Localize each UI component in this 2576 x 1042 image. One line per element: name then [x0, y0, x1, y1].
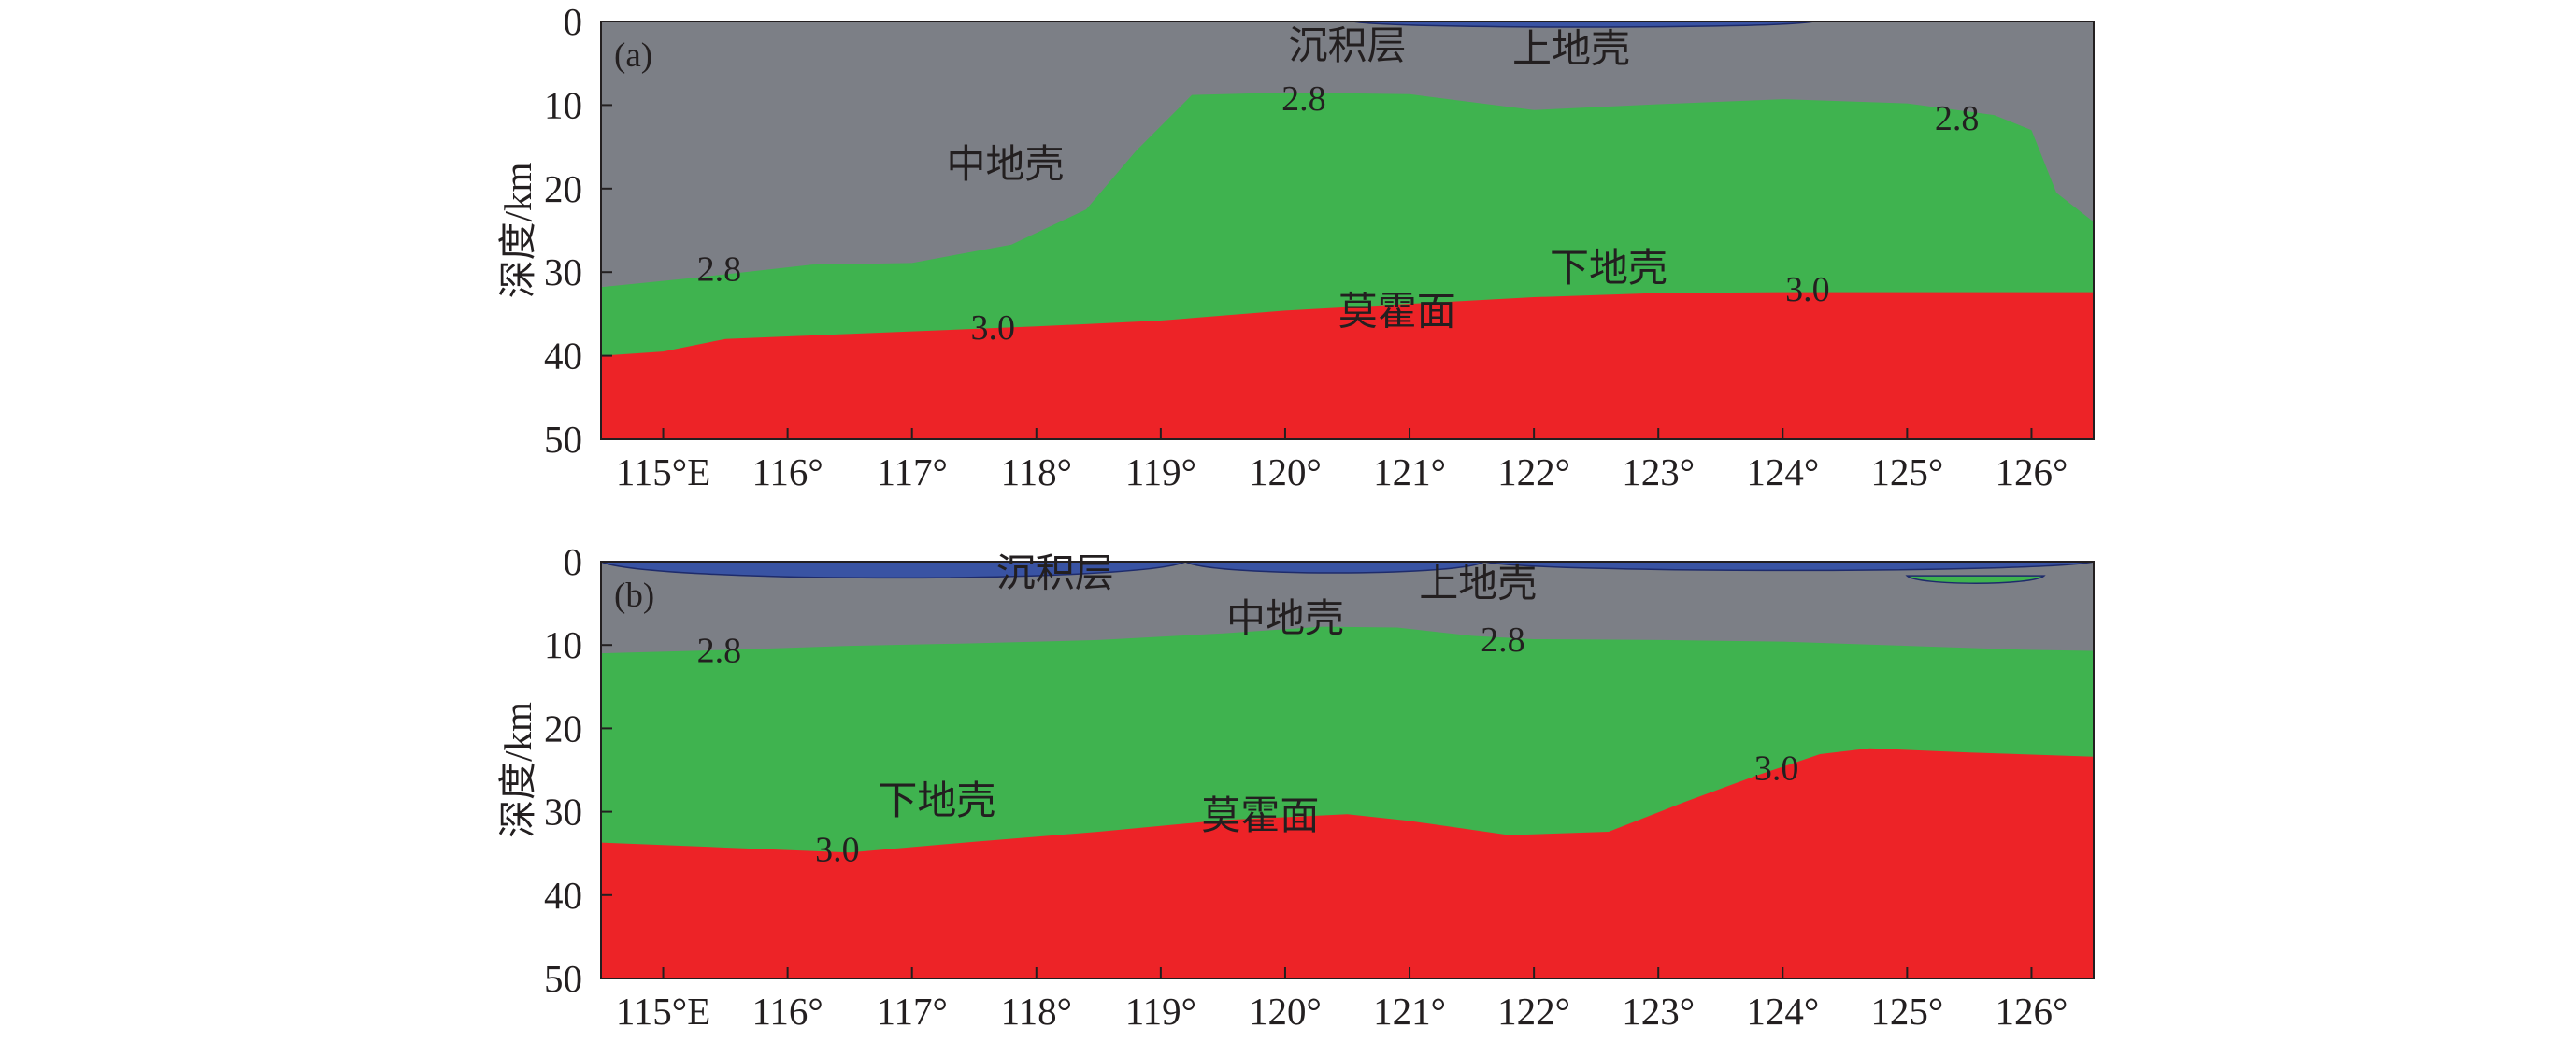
- x-tick-label: 116°: [751, 450, 823, 493]
- plot-fills: [601, 562, 2094, 978]
- contour-label: 3.0: [1754, 749, 1799, 788]
- layer-label: 沉积层: [1288, 25, 1406, 68]
- x-tick-label: 125°: [1870, 990, 1943, 1033]
- y-tick-label: 50: [544, 418, 582, 461]
- x-tick-label: 122°: [1497, 450, 1570, 493]
- x-tick-label: 123°: [1622, 990, 1695, 1033]
- layer-label: 上地壳: [1419, 563, 1537, 606]
- layer-label: 下地壳: [1550, 248, 1667, 291]
- plot-fills: [601, 21, 2094, 439]
- x-tick-label: 121°: [1373, 990, 1446, 1033]
- y-tick-label: 20: [544, 707, 582, 749]
- axes-frame: [600, 21, 2095, 440]
- x-tick-label: 121°: [1373, 450, 1446, 493]
- panel-label: (b): [614, 577, 654, 615]
- x-tick-label: 119°: [1125, 450, 1196, 493]
- layer-label: 莫霍面: [1201, 795, 1319, 838]
- axes-frame: [600, 561, 2095, 979]
- x-tick-label: 120°: [1249, 990, 1322, 1033]
- y-tick-label: 10: [544, 83, 582, 126]
- x-tick-label: 119°: [1125, 990, 1196, 1033]
- y-tick-label: 0: [564, 0, 583, 43]
- x-tick-label: 115°E: [616, 990, 710, 1033]
- x-tick-label: 116°: [751, 990, 823, 1033]
- y-axis-label: 深度/km: [496, 163, 539, 299]
- panel-0: 115°E 116° 117° 118° 119° 120° 121° 122° 123° 124…: [496, 0, 2095, 493]
- sediment-lens: [1353, 21, 1814, 28]
- panel-label: (a): [614, 36, 652, 75]
- x-tick-label: 126°: [1996, 450, 2068, 493]
- y-axis-label: 深度/km: [496, 702, 539, 838]
- layer-label: 莫霍面: [1338, 291, 1456, 334]
- contour-label: 3.0: [970, 308, 1015, 348]
- x-tick-label: 118°: [1001, 450, 1072, 493]
- contour-label: 2.8: [1481, 621, 1525, 660]
- sediment-lens: [601, 562, 1186, 579]
- x-tick-label: 120°: [1249, 450, 1322, 493]
- y-tick-label: 20: [544, 167, 582, 210]
- x-tick-label: 124°: [1746, 990, 1819, 1033]
- contour-label: 3.0: [1785, 270, 1830, 309]
- x-tick-label: 123°: [1622, 450, 1695, 493]
- x-tick-label: 126°: [1996, 990, 2068, 1033]
- x-tick-label: 125°: [1870, 450, 1943, 493]
- x-tick-label: 118°: [1001, 990, 1072, 1033]
- layer-label: 沉积层: [996, 553, 1114, 596]
- layer-label: 上地壳: [1512, 29, 1630, 72]
- x-tick-label: 122°: [1497, 990, 1570, 1033]
- y-tick-label: 10: [544, 623, 582, 666]
- sediment-lens: [1184, 562, 1486, 574]
- y-tick-label: 40: [544, 874, 582, 917]
- contour-label: 3.0: [815, 831, 860, 870]
- x-tick-label: 117°: [877, 990, 948, 1033]
- lower-crust-region: [601, 292, 2094, 439]
- contour-label: 2.8: [1935, 99, 1980, 138]
- contour-label: 2.8: [697, 632, 742, 671]
- middle-crust-lens: [1905, 575, 2046, 584]
- lower-crust-region: [601, 748, 2094, 978]
- x-tick-label: 117°: [877, 450, 948, 493]
- layer-label: 下地壳: [878, 780, 995, 823]
- y-tick-label: 40: [544, 335, 582, 378]
- x-tick-label: 115°E: [616, 450, 710, 493]
- y-tick-label: 30: [544, 791, 582, 834]
- y-tick-label: 0: [564, 540, 583, 583]
- layer-label: 中地壳: [947, 144, 1065, 187]
- layer-label: 中地壳: [1226, 598, 1344, 641]
- y-tick-label: 50: [544, 957, 582, 1000]
- contour-label: 2.8: [697, 250, 742, 290]
- contour-label: 2.8: [1281, 79, 1326, 119]
- sediment-lens: [1483, 562, 2094, 572]
- y-tick-label: 30: [544, 250, 582, 293]
- x-tick-label: 124°: [1746, 450, 1819, 493]
- panel-1: 115°E 116° 117° 118° 119° 120° 121° 122° 123° 124…: [496, 540, 2095, 1033]
